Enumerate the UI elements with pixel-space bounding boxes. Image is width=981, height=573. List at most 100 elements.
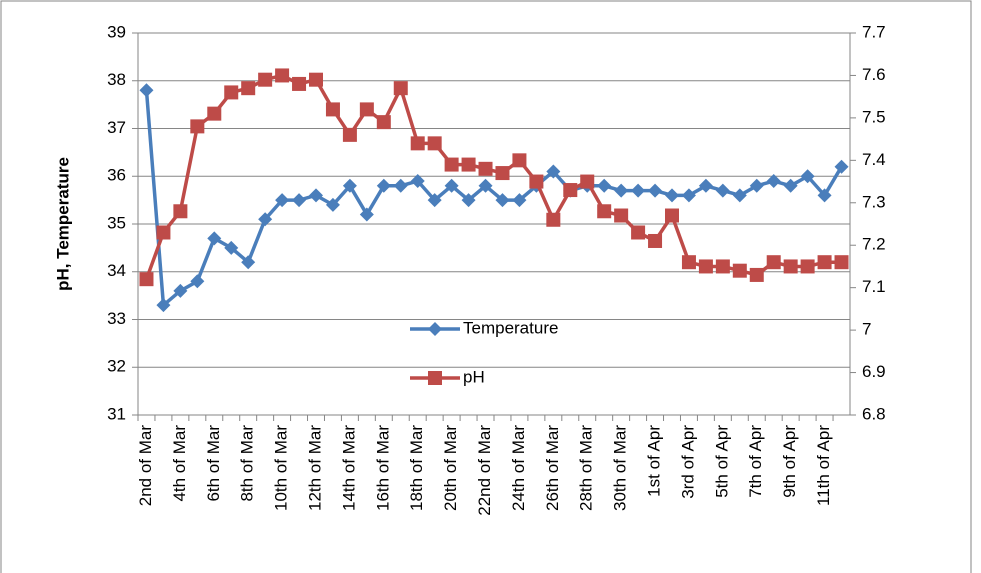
marker: [444, 178, 459, 193]
marker: [715, 183, 730, 198]
marker: [139, 83, 154, 98]
marker: [597, 178, 612, 193]
x-tick-label: 7th of Apr: [746, 425, 765, 498]
marker: [207, 231, 222, 246]
y2-tick-label: 6.8: [862, 404, 886, 423]
marker: [597, 204, 612, 219]
marker: [427, 136, 442, 151]
marker: [749, 267, 764, 282]
marker: [681, 188, 696, 203]
marker: [715, 259, 730, 274]
marker: [393, 81, 408, 96]
marker: [393, 178, 408, 193]
marker: [224, 240, 239, 255]
marker: [648, 233, 663, 248]
marker: [156, 298, 171, 313]
marker: [732, 188, 747, 203]
marker: [325, 197, 340, 212]
x-tick-label: 20th of Mar: [441, 425, 460, 511]
y2-tick-label: 7.3: [862, 192, 886, 211]
x-tick-label: 5th of Apr: [712, 425, 731, 498]
marker: [681, 255, 696, 270]
x-tick-label: 24th of Mar: [509, 425, 528, 511]
marker: [224, 85, 239, 100]
marker: [800, 169, 815, 184]
y-tick-label: 39: [107, 22, 126, 41]
marker: [173, 283, 188, 298]
marker: [698, 259, 713, 274]
y2-tick-label: 7.1: [862, 277, 886, 296]
marker: [258, 72, 273, 87]
marker: [342, 178, 357, 193]
y2-tick-label: 7.7: [862, 22, 886, 41]
marker: [495, 166, 510, 181]
marker: [241, 255, 256, 270]
marker: [834, 159, 849, 174]
marker: [359, 207, 374, 222]
x-tick-label: 22nd of Mar: [475, 425, 494, 516]
marker: [292, 76, 307, 91]
marker: [512, 193, 527, 208]
x-tick-label: 9th of Apr: [780, 425, 799, 498]
x-tick-label: 11th of Apr: [814, 425, 833, 506]
marker: [410, 174, 425, 189]
marker: [309, 72, 323, 87]
y-tick-label: 37: [107, 118, 126, 137]
marker: [631, 183, 646, 198]
y2-tick-label: 7.6: [862, 65, 886, 84]
marker: [478, 178, 493, 193]
marker: [732, 263, 747, 278]
marker: [512, 153, 527, 168]
x-tick-label: 12th of Mar: [305, 425, 324, 511]
legend-label: Temperature: [463, 318, 558, 337]
marker: [325, 102, 340, 117]
marker: [749, 178, 764, 193]
y-tick-label: 32: [107, 357, 126, 376]
marker: [444, 157, 459, 172]
y2-tick-label: 7.4: [862, 150, 886, 169]
marker: [275, 193, 290, 208]
marker: [428, 322, 442, 336]
x-tick-label: 16th of Mar: [373, 425, 392, 511]
marker: [817, 255, 832, 270]
marker: [529, 174, 544, 189]
x-tick-label: 6th of Mar: [204, 425, 223, 502]
marker: [376, 115, 391, 130]
marker: [190, 274, 205, 289]
marker: [478, 161, 493, 176]
y-tick-label: 31: [107, 404, 126, 423]
marker: [546, 212, 561, 227]
marker: [580, 174, 595, 189]
marker: [410, 136, 425, 151]
marker: [427, 193, 442, 208]
marker: [800, 259, 815, 274]
y2-tick-label: 7: [862, 320, 871, 339]
marker: [190, 119, 205, 134]
marker: [563, 183, 578, 198]
x-tick-label: 14th of Mar: [339, 425, 358, 511]
marker: [207, 106, 222, 121]
marker: [783, 259, 798, 274]
marker: [546, 164, 561, 179]
marker: [614, 183, 629, 198]
x-tick-label: 4th of Mar: [170, 425, 189, 502]
marker: [614, 208, 629, 223]
marker: [156, 225, 171, 240]
x-tick-label: 30th of Mar: [611, 425, 630, 511]
marker: [309, 188, 323, 203]
marker: [428, 371, 442, 385]
x-tick-label: 26th of Mar: [543, 425, 562, 511]
marker: [766, 174, 781, 189]
legend-label: pH: [463, 367, 485, 386]
marker: [648, 183, 663, 198]
marker: [698, 178, 713, 193]
marker: [461, 193, 476, 208]
marker: [173, 204, 188, 219]
x-tick-label: 8th of Mar: [238, 425, 257, 502]
marker: [817, 188, 832, 203]
marker: [275, 68, 290, 83]
x-tick-label: 3rd of Apr: [678, 425, 697, 499]
marker: [241, 81, 256, 96]
x-tick-label: 28th of Mar: [577, 425, 596, 511]
